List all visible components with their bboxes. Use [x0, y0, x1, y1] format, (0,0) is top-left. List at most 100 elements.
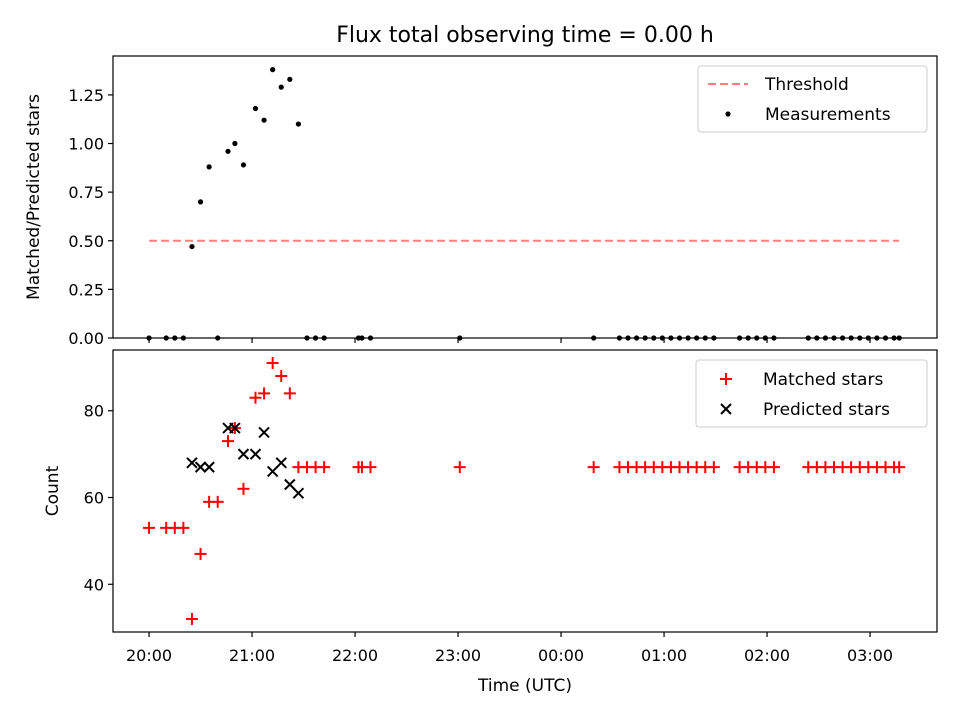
- predicted-star-point: [229, 422, 241, 434]
- top-legend: Threshold Measurements: [697, 65, 928, 133]
- measurement-point: [172, 335, 178, 341]
- measurement-point: [711, 335, 717, 341]
- x-tick-label: 20:00: [126, 646, 172, 665]
- measurement-point: [278, 84, 284, 90]
- matched-star-point: [587, 461, 600, 474]
- x-tick-label: 01:00: [641, 646, 687, 665]
- measurement-point: [745, 335, 751, 341]
- bottom-x-ticks: 20:00 21:00 22:00 23:00 00:00 01:00 02:00 03:00: [126, 632, 893, 665]
- matched-star-point: [177, 521, 190, 534]
- measurement-point: [668, 335, 674, 341]
- matched-star-point: [211, 495, 224, 508]
- matched-legend-label: Matched stars: [763, 370, 883, 390]
- bottom-y-tick-label: 60: [84, 489, 104, 508]
- x-tick-label: 23:00: [435, 646, 481, 665]
- bottom-legend: Matched stars Predicted stars: [695, 359, 928, 428]
- measurement-point: [625, 335, 631, 341]
- measurement-point: [206, 164, 212, 170]
- matched-star-point: [266, 357, 279, 370]
- predicted-star-point: [275, 457, 287, 469]
- measurement-point: [287, 76, 293, 82]
- measurement-point: [225, 148, 231, 154]
- measurement-point: [891, 335, 897, 341]
- top-marks: [146, 67, 902, 341]
- measurement-point: [312, 335, 319, 341]
- predicted-star-point: [194, 461, 207, 473]
- predicted-legend-swatch: [720, 403, 732, 415]
- top-y-tick-label: 0.25: [68, 280, 104, 299]
- measurement-point: [197, 199, 204, 205]
- measurement-point: [215, 335, 221, 341]
- measurement-point: [822, 335, 829, 341]
- top-legend-box: [697, 65, 928, 133]
- measurement-point: [805, 335, 811, 341]
- measurement-point: [676, 335, 683, 341]
- measurement-point: [694, 335, 700, 341]
- x-tick-label: 00:00: [538, 646, 584, 665]
- x-axis-label: Time (UTC): [477, 676, 572, 696]
- matched-star-point: [185, 612, 198, 625]
- measurements-legend-label: Measurements: [765, 105, 891, 125]
- measurement-point: [642, 335, 648, 341]
- measurement-point: [685, 335, 691, 341]
- bottom-legend-box: [695, 359, 928, 428]
- bottom-y-tick-label: 80: [84, 402, 104, 421]
- measurement-point: [754, 335, 760, 341]
- predicted-star-point: [292, 487, 305, 499]
- measurement-point: [591, 335, 597, 341]
- measurement-point: [163, 335, 169, 341]
- measurement-point: [240, 162, 247, 168]
- matched-star-point: [893, 461, 906, 474]
- matched-star-point: [707, 461, 720, 474]
- measurement-point: [633, 335, 640, 341]
- x-tick-label: 21:00: [229, 646, 275, 665]
- predicted-star-point: [237, 448, 250, 460]
- measurements-legend-swatch: [725, 111, 731, 117]
- matched-star-point: [194, 547, 207, 560]
- top-x-ticks: [148, 338, 871, 343]
- measurement-point: [270, 67, 276, 73]
- measurement-point: [874, 335, 880, 341]
- top-y-axis-label: Matched/Predicted stars: [24, 94, 44, 300]
- measurement-point: [814, 335, 820, 341]
- measurement-point: [857, 335, 863, 341]
- measurement-point: [367, 335, 374, 341]
- measurement-point: [189, 243, 195, 250]
- matched-star-point: [275, 370, 288, 383]
- threshold-legend-label: Threshold: [764, 75, 849, 95]
- measurement-point: [736, 335, 743, 341]
- matched-star-point: [318, 461, 331, 474]
- top-y-tick-label: 0.00: [68, 329, 104, 348]
- measurement-point: [839, 335, 846, 341]
- matched-star-point: [453, 461, 466, 474]
- top-y-ticks: 0.00 0.25 0.50 0.75 1.00 1.25: [68, 86, 113, 348]
- bottom-y-axis-label: Count: [43, 465, 63, 516]
- matched-star-point: [364, 461, 377, 474]
- top-y-tick-label: 0.50: [68, 232, 104, 251]
- predicted-star-point: [284, 478, 296, 491]
- top-y-tick-label: 1.00: [68, 135, 104, 154]
- chart-title: Flux total observing time = 0.00 h: [336, 23, 714, 48]
- measurement-point: [304, 335, 310, 341]
- predicted-star-point: [186, 457, 198, 469]
- measurement-point: [616, 335, 623, 341]
- x-tick-label: 22:00: [332, 646, 378, 665]
- matched-star-point: [249, 391, 262, 404]
- measurement-point: [261, 117, 267, 123]
- predicted-star-point: [249, 448, 262, 460]
- top-y-tick-label: 0.75: [68, 183, 104, 202]
- measurement-point: [651, 335, 657, 341]
- measurement-point: [321, 335, 327, 341]
- predicted-star-point: [266, 465, 279, 478]
- measurement-point: [252, 105, 259, 112]
- matched-legend-swatch: [720, 373, 732, 385]
- matched-star-point: [222, 435, 235, 448]
- x-tick-label: 02:00: [744, 646, 790, 665]
- bottom-marks: [143, 357, 906, 625]
- matched-star-point: [283, 387, 296, 400]
- top-panel: 0.00 0.25 0.50 0.75 1.00 1.25 Matched/Predict…: [24, 55, 938, 348]
- measurement-point: [831, 335, 837, 341]
- bottom-y-ticks: 40 60 80: [84, 402, 113, 594]
- measurement-point: [702, 335, 708, 341]
